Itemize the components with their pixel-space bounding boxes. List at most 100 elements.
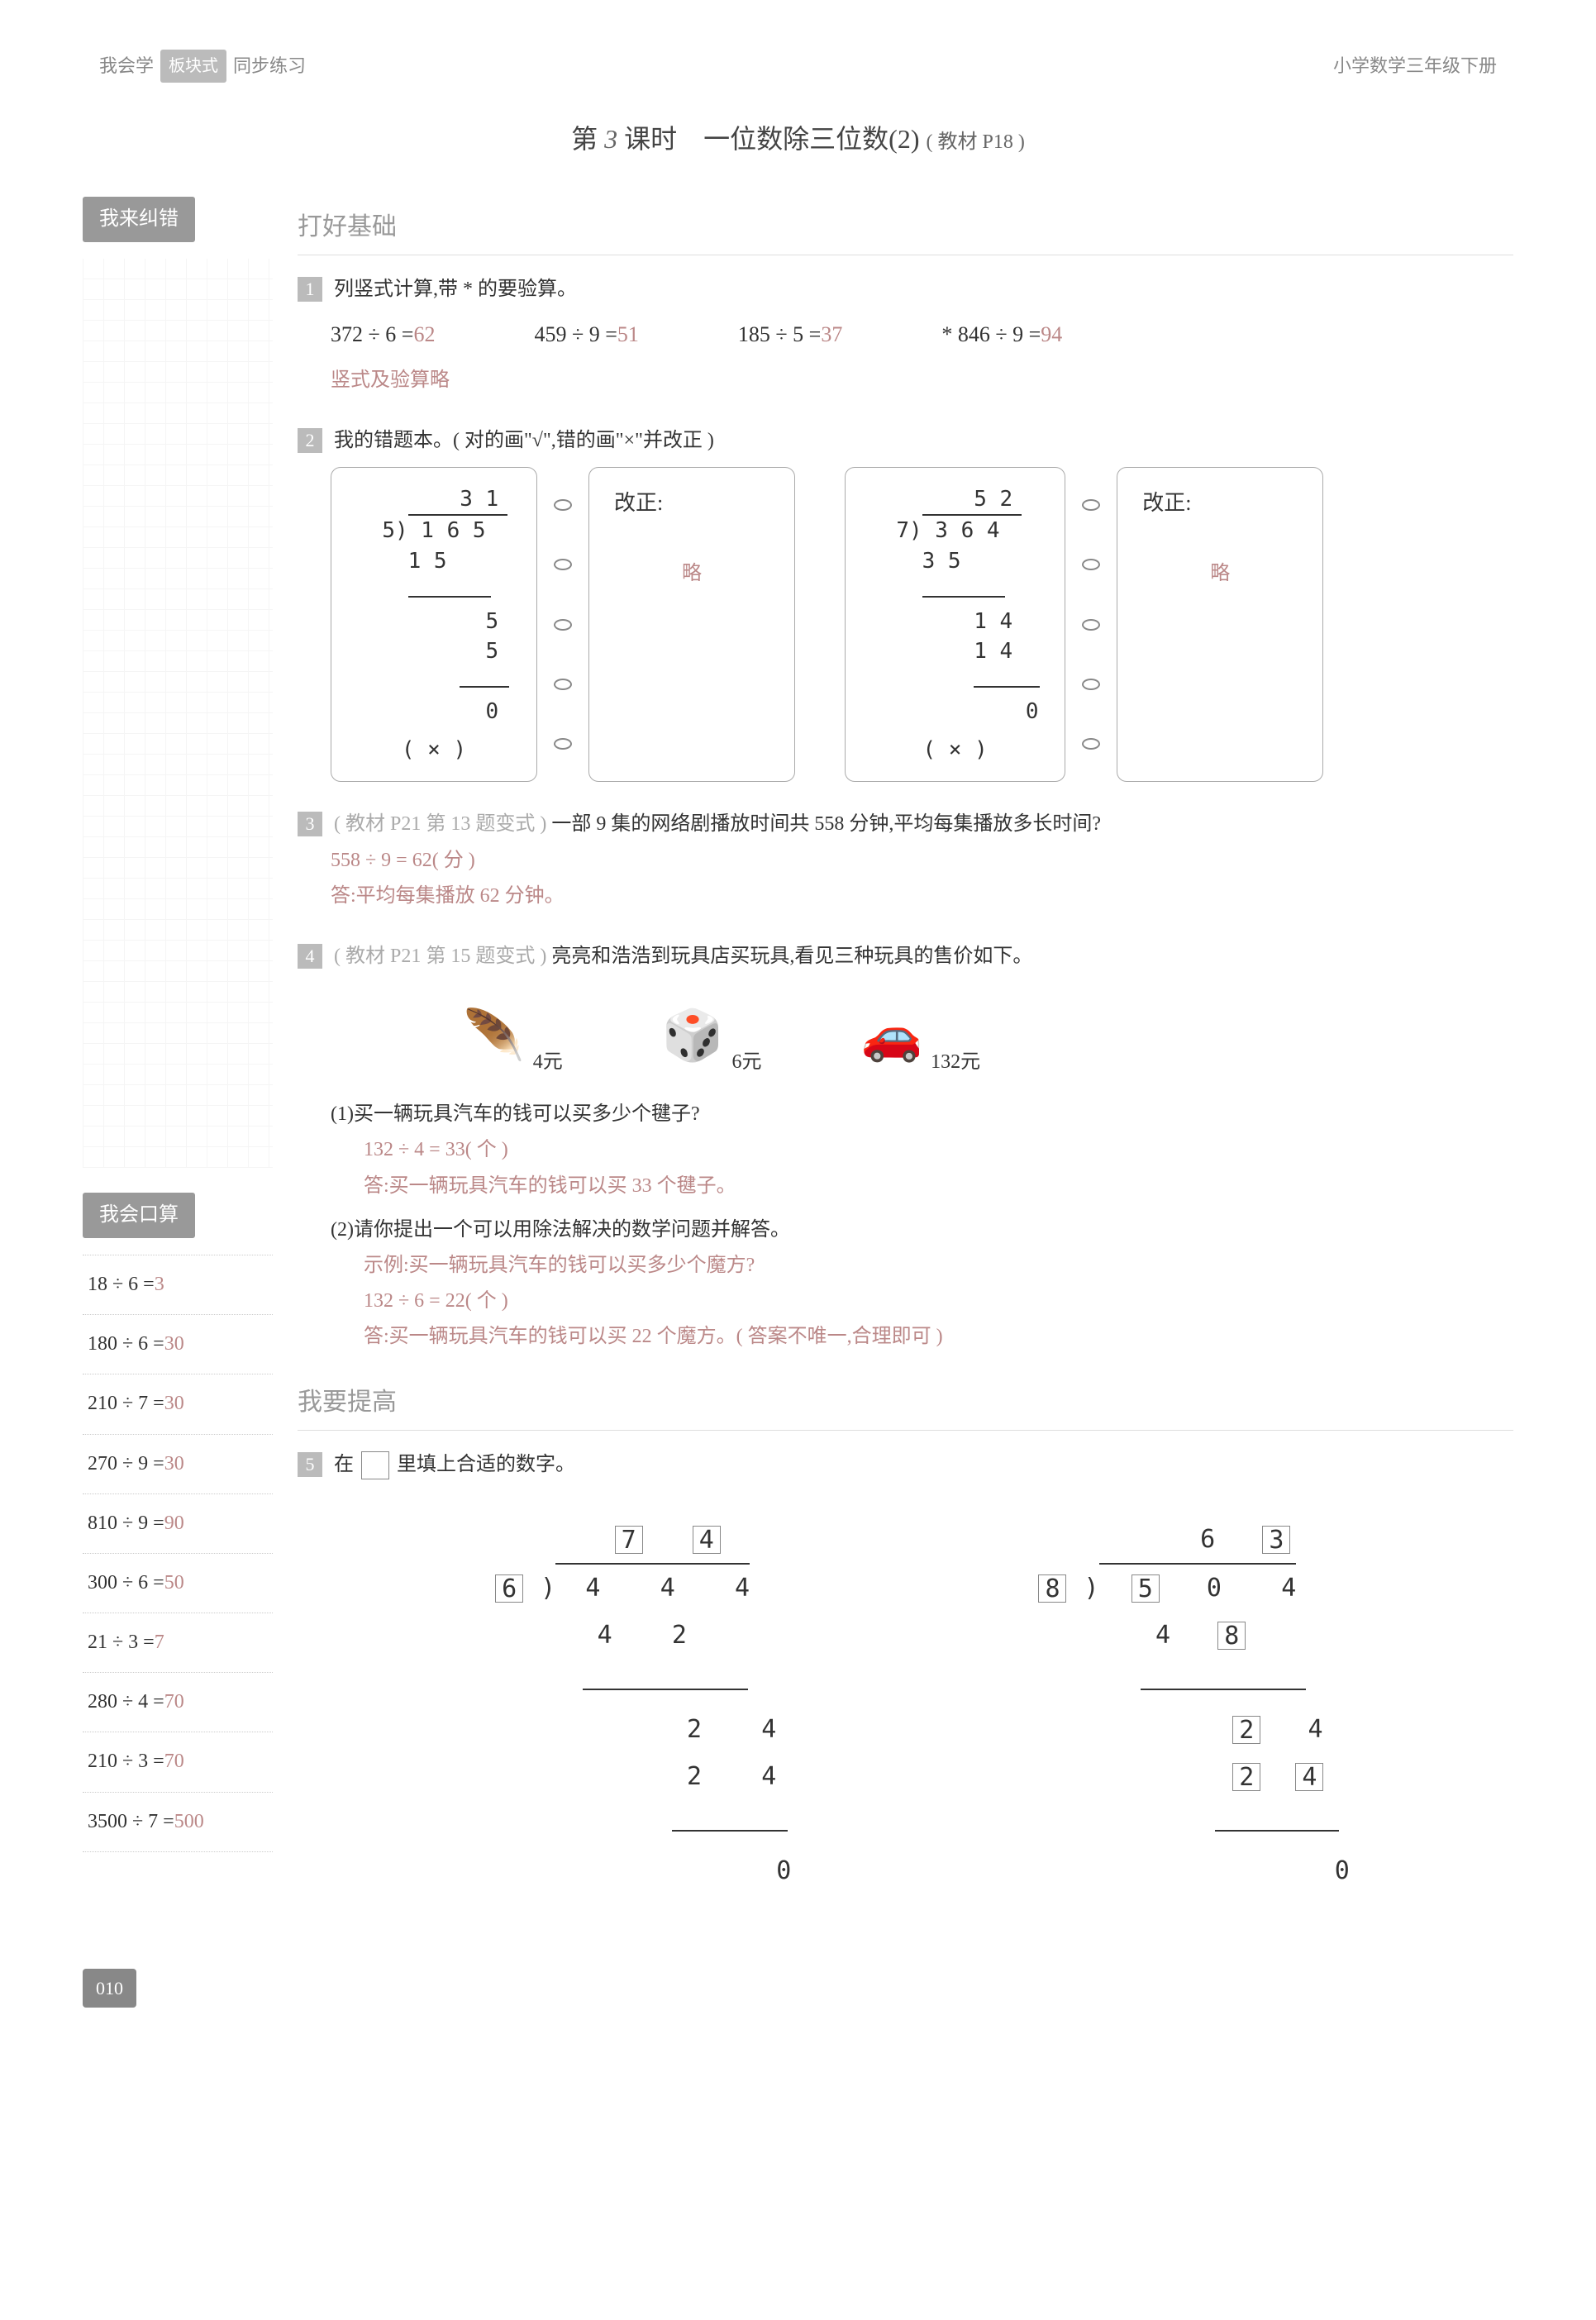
mental-item: 270 ÷ 9 =30: [83, 1435, 273, 1494]
mental-expr: 18 ÷ 6 =: [88, 1274, 155, 1295]
fill-box[interactable]: 7: [615, 1526, 643, 1554]
ld-mark: ( × ): [870, 735, 1040, 765]
q4-num: 4: [298, 944, 322, 969]
q2-pairs: 3 1 5) 1 6 5 1 5 5 5 0 ( × ) 改正: 略 5: [331, 467, 1513, 783]
q1-item: * 846 ÷ 9 =94: [941, 316, 1062, 355]
correction-card-2: 改正: 略: [1117, 467, 1323, 783]
binder-icon: [1082, 467, 1100, 783]
fill-box[interactable]: 5: [1131, 1574, 1160, 1603]
ld-rem: 0: [356, 697, 512, 726]
q3-text: 一部 9 集的网络剧播放时间共 558 分钟,平均每集播放多长时间?: [551, 813, 1101, 835]
title-prefix: 第: [571, 124, 598, 154]
mental-ans: 70: [164, 1691, 184, 1713]
q1-ans: 62: [413, 322, 435, 346]
q3-calc: 558 ÷ 9 = 62( 分 ): [331, 843, 1513, 879]
q4-text: 亮亮和浩浩到玩具店买玩具,看见三种玩具的售价如下。: [551, 946, 1032, 967]
mental-expr: 280 ÷ 4 =: [88, 1691, 164, 1713]
mental-expr: 300 ÷ 6 =: [88, 1572, 164, 1594]
digit: 4: [1308, 1715, 1322, 1744]
mental-item: 21 ÷ 3 =7: [83, 1613, 273, 1673]
ld-dividend: 7) 3 6 4: [870, 514, 1040, 545]
mental-ans: 500: [174, 1811, 204, 1832]
mental-item: 210 ÷ 3 =70: [83, 1732, 273, 1792]
mental-expr: 210 ÷ 7 =: [88, 1393, 164, 1414]
main-content: 打好基础 1 列竖式计算,带 * 的要验算。 372 ÷ 6 =62 459 ÷…: [298, 197, 1513, 1919]
digit: 2: [687, 1715, 702, 1744]
title-num: 3: [604, 124, 617, 154]
toy-price: 6元: [731, 1045, 761, 1080]
toy-price: 4元: [533, 1045, 563, 1080]
cube-icon: 🎲: [662, 991, 724, 1080]
title-ref: ( 教材 P18 ): [927, 131, 1025, 153]
correction-body: 略: [682, 556, 702, 592]
sidebar: 我来纠错 我会口算 18 ÷ 6 =3 180 ÷ 6 =30 210 ÷ 7 …: [83, 197, 273, 1919]
blank-box-icon: [361, 1451, 389, 1479]
digit: 4: [1281, 1574, 1296, 1603]
q2-num: 2: [298, 428, 322, 453]
q3-ref: ( 教材 P21 第 13 题变式 ): [334, 813, 546, 835]
brand-tag: 板块式: [160, 50, 226, 83]
longdiv-right: 6 3 8 ) 5 0 4 4 8 2 4 2 4 0: [1006, 1516, 1349, 1894]
fill-box[interactable]: 8: [1038, 1574, 1066, 1603]
title-unit: 课时: [624, 124, 677, 154]
mental-item: 810 ÷ 9 =90: [83, 1494, 273, 1554]
q1-text: 列竖式计算,带 * 的要验算。: [334, 279, 577, 300]
mental-item: 180 ÷ 6 =30: [83, 1315, 273, 1374]
digit: 2: [687, 1762, 702, 1791]
q1-ans: 94: [1041, 322, 1062, 346]
q2-text: 我的错题本。( 对的画"√",错的画"×"并改正 ): [334, 430, 714, 451]
fill-box[interactable]: 3: [1262, 1526, 1290, 1554]
fill-box[interactable]: 2: [1232, 1716, 1260, 1744]
longdiv-card-1: 3 1 5) 1 6 5 1 5 5 5 0 ( × ): [331, 467, 537, 783]
header-left: 我会学 板块式 同步练习: [99, 50, 306, 83]
fill-box[interactable]: 4: [693, 1526, 721, 1554]
car-icon: 🚗: [860, 991, 922, 1080]
q1-ans: 37: [821, 322, 842, 346]
digit: 4: [735, 1574, 750, 1603]
digit: 4: [585, 1574, 600, 1603]
title-name: 一位数除三位数(2): [703, 124, 919, 154]
header-right: 小学数学三年级下册: [1333, 50, 1497, 83]
q4-sub2-q: (2)请你提出一个可以用除法解决的数学问题并解答。: [331, 1212, 1513, 1248]
mental-ans: 70: [164, 1751, 184, 1772]
toy-price: 132元: [931, 1045, 980, 1080]
toy-shuttlecock: 🪶 4元: [463, 991, 563, 1080]
ld-dividend: 5) 1 6 5: [356, 514, 512, 545]
page-header: 我会学 板块式 同步练习 小学数学三年级下册: [83, 50, 1513, 83]
ld-line: [356, 576, 512, 606]
ld-line: [870, 666, 1040, 696]
mental-item: 18 ÷ 6 =3: [83, 1255, 273, 1315]
mental-ans: 90: [164, 1513, 184, 1534]
q1-items: 372 ÷ 6 =62 459 ÷ 9 =51 185 ÷ 5 =37 * 84…: [331, 316, 1513, 355]
q1-ans: 51: [617, 322, 639, 346]
mental-item: 300 ÷ 6 =50: [83, 1554, 273, 1613]
digit: 4: [598, 1621, 612, 1650]
q1-expr: * 846 ÷ 9 =: [941, 322, 1041, 346]
longdiv-card-2: 5 2 7) 3 6 4 3 5 1 4 1 4 0 ( × ): [845, 467, 1065, 783]
ld-step: 3 5: [870, 546, 1040, 576]
fill-box[interactable]: 6: [495, 1574, 523, 1603]
question-1: 1 列竖式计算,带 * 的要验算。 372 ÷ 6 =62 459 ÷ 9 =5…: [298, 272, 1513, 398]
q1-expr: 372 ÷ 6 =: [331, 322, 413, 346]
q3-answer: 答:平均每集播放 62 分钟。: [331, 879, 1513, 914]
fill-box[interactable]: 8: [1217, 1622, 1246, 1650]
lesson-title: 第 3 课时 一位数除三位数(2) ( 教材 P18 ): [83, 116, 1513, 164]
toys-row: 🪶 4元 🎲 6元 🚗 132元: [463, 991, 1513, 1080]
ld-step: 1 4: [870, 636, 1040, 666]
question-2: 2 我的错题本。( 对的画"√",错的画"×"并改正 ) 3 1 5) 1 6 …: [298, 423, 1513, 783]
q1-note: 竖式及验算略: [331, 363, 1513, 398]
ld-rem: 0: [870, 697, 1040, 726]
toy-cube: 🎲 6元: [662, 991, 762, 1080]
mental-ans: 50: [164, 1572, 184, 1594]
mental-item: 210 ÷ 7 =30: [83, 1374, 273, 1434]
fill-box[interactable]: 4: [1295, 1763, 1323, 1791]
q1-item: 185 ÷ 5 =37: [738, 316, 842, 355]
q4-sub1-q: (1)买一辆玩具汽车的钱可以买多少个毽子?: [331, 1097, 1513, 1132]
mental-ans: 30: [164, 1393, 184, 1414]
q4-ref: ( 教材 P21 第 15 题变式 ): [334, 946, 546, 967]
fill-box[interactable]: 2: [1232, 1763, 1260, 1791]
mental-expr: 21 ÷ 3 =: [88, 1632, 155, 1653]
mental-item: 3500 ÷ 7 =500: [83, 1793, 273, 1852]
digit: 4: [761, 1715, 776, 1744]
digit: 4: [660, 1574, 675, 1603]
